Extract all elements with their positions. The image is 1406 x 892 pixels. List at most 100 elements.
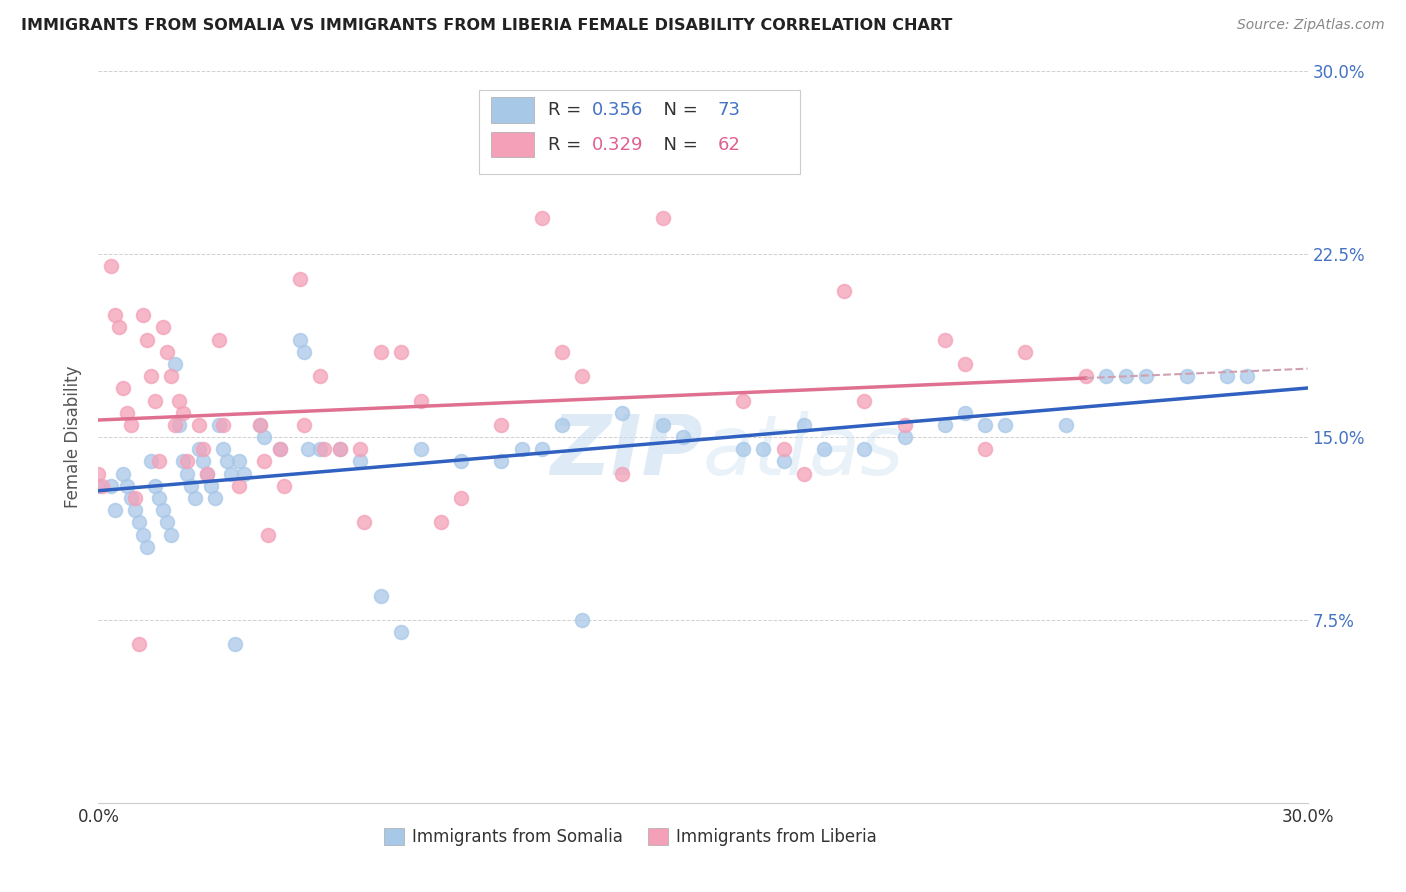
Point	[143, 393, 166, 408]
Point	[195, 467, 218, 481]
Point	[772, 442, 794, 457]
Point	[221, 467, 243, 481]
Point	[204, 491, 226, 505]
Point	[370, 589, 392, 603]
Point	[176, 454, 198, 468]
Point	[156, 344, 179, 359]
Point	[551, 344, 574, 359]
Point	[115, 406, 138, 420]
Point	[349, 454, 371, 468]
Point	[256, 527, 278, 541]
Point	[571, 369, 593, 384]
Point	[148, 491, 170, 505]
Point	[974, 417, 997, 432]
Point	[176, 467, 198, 481]
Point	[100, 260, 122, 274]
Point	[103, 308, 125, 322]
Point	[87, 479, 110, 493]
Point	[297, 442, 319, 457]
Point	[160, 369, 183, 384]
Point	[752, 442, 775, 457]
Point	[172, 454, 194, 468]
Point	[934, 417, 956, 432]
Point	[193, 442, 215, 457]
Point	[148, 454, 170, 468]
Point	[974, 442, 997, 457]
Point	[349, 442, 371, 457]
Point	[292, 344, 315, 359]
Point	[200, 479, 222, 493]
Point	[409, 393, 432, 408]
Point	[1175, 369, 1198, 384]
Point	[491, 454, 513, 468]
Text: atlas: atlas	[703, 411, 904, 492]
FancyBboxPatch shape	[492, 132, 534, 157]
Point	[551, 417, 574, 432]
Point	[184, 491, 207, 505]
Point	[409, 442, 432, 457]
Text: IMMIGRANTS FROM SOMALIA VS IMMIGRANTS FROM LIBERIA FEMALE DISABILITY CORRELATION: IMMIGRANTS FROM SOMALIA VS IMMIGRANTS FR…	[21, 18, 952, 33]
Point	[163, 357, 186, 371]
Point	[249, 417, 271, 432]
Point	[87, 467, 110, 481]
Point	[212, 417, 235, 432]
Point	[1074, 369, 1097, 384]
Point	[232, 467, 254, 481]
Point	[167, 417, 190, 432]
Point	[491, 417, 513, 432]
Point	[212, 442, 235, 457]
Point	[793, 417, 815, 432]
Point	[934, 333, 956, 347]
Point	[152, 503, 174, 517]
Point	[1095, 369, 1118, 384]
Point	[253, 430, 276, 444]
Point	[120, 491, 142, 505]
Point	[224, 637, 246, 651]
Text: 62: 62	[717, 136, 741, 153]
Point	[309, 369, 332, 384]
Point	[571, 613, 593, 627]
Point	[1135, 369, 1157, 384]
Point	[510, 442, 533, 457]
Point	[188, 442, 211, 457]
Point	[793, 467, 815, 481]
Point	[288, 333, 311, 347]
Text: ZIP: ZIP	[550, 411, 703, 492]
Point	[143, 479, 166, 493]
Point	[651, 417, 673, 432]
Point	[115, 479, 138, 493]
Point	[124, 503, 146, 517]
Point	[228, 454, 250, 468]
Point	[612, 467, 634, 481]
Point	[269, 442, 291, 457]
Point	[832, 284, 855, 298]
Point	[132, 527, 155, 541]
Point	[813, 442, 835, 457]
Point	[288, 271, 311, 285]
Point	[733, 393, 755, 408]
Point	[111, 381, 134, 395]
FancyBboxPatch shape	[479, 90, 800, 174]
Point	[128, 637, 150, 651]
Text: 0.356: 0.356	[592, 101, 643, 120]
Point	[163, 417, 186, 432]
Point	[152, 320, 174, 334]
Point	[853, 393, 876, 408]
Point	[953, 406, 976, 420]
Point	[1054, 417, 1077, 432]
Text: R =: R =	[548, 101, 588, 120]
Point	[124, 491, 146, 505]
Point	[389, 625, 412, 640]
Point	[1236, 369, 1258, 384]
Point	[430, 516, 453, 530]
Point	[893, 430, 915, 444]
Point	[273, 479, 295, 493]
Point	[530, 211, 553, 225]
Point	[253, 454, 276, 468]
Point	[450, 491, 472, 505]
Text: 73: 73	[717, 101, 741, 120]
Text: 0.329: 0.329	[592, 136, 644, 153]
Point	[228, 479, 250, 493]
Point	[1115, 369, 1137, 384]
Point	[893, 417, 915, 432]
